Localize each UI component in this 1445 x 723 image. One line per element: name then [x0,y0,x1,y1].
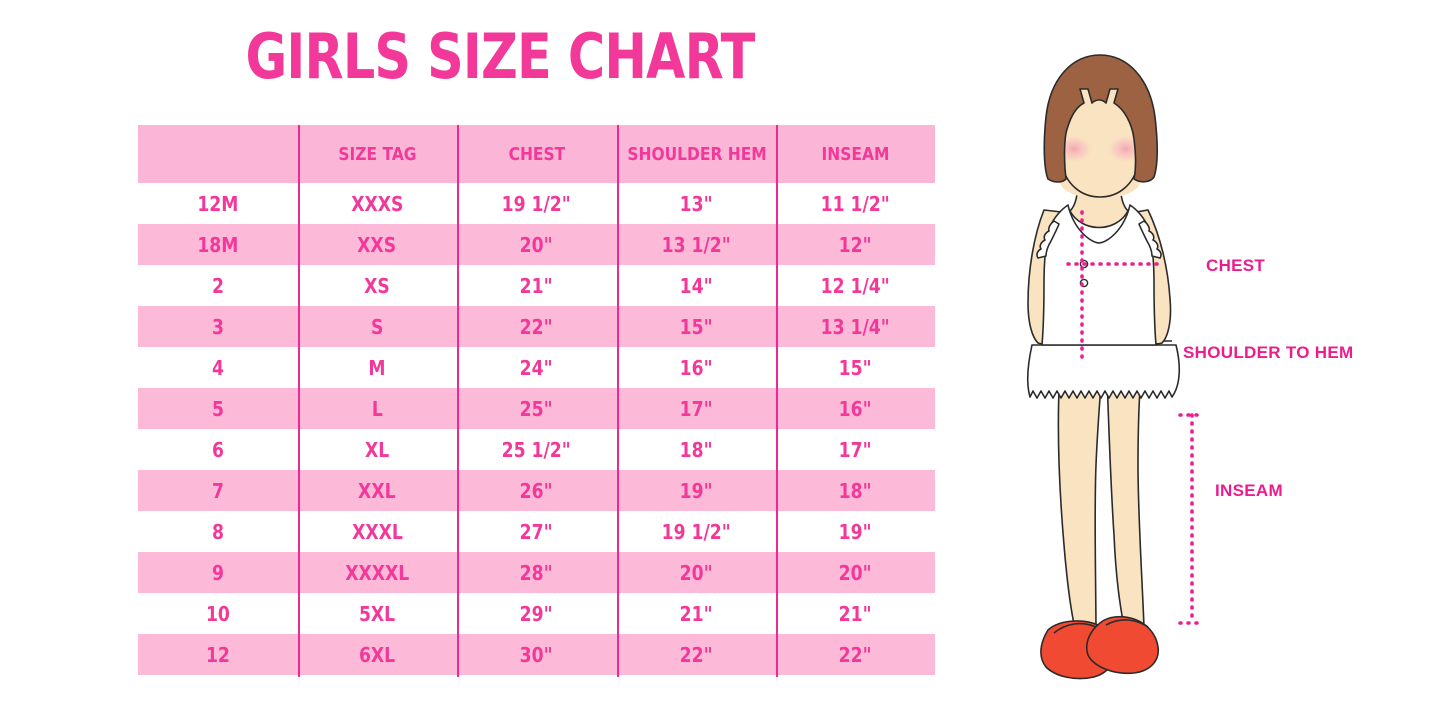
cell-size-tag: 6XL [358,642,396,667]
cell-inseam: 22" [838,642,872,667]
cell-inseam: 13 1/4" [820,314,890,339]
table-row: 7 XXL 26" 19" 18" [138,470,935,511]
cell-shoulder-hem: 21" [679,601,713,626]
table-row: 10 5XL 29" 21" 21" [138,593,935,634]
cell-inseam: 16" [838,396,872,421]
cell-shoulder-hem: 19" [679,478,713,503]
hair-group [1043,54,1158,183]
figure-body [1027,54,1181,680]
cell-inseam: 11 1/2" [820,191,890,216]
girl-figure-illustration [1010,45,1260,685]
cell-shoulder-hem: 18" [679,437,713,462]
cell-size-tag: L [371,396,383,421]
shoes-group [1040,615,1159,680]
cell-size: 12 [205,642,230,667]
column-header-inseam: INSEAM [821,143,890,165]
cell-chest: 30" [520,642,553,667]
cell-size: 7 [211,478,224,503]
cell-size-tag: XXXL [351,519,403,544]
column-divider-1 [298,125,300,677]
cell-shoulder-hem: 16" [679,355,713,380]
cell-chest: 29" [520,601,553,626]
cell-shoulder-hem: 13" [679,191,713,216]
cell-shoulder-hem: 14" [679,273,713,298]
cell-chest: 24" [520,355,553,380]
cell-shoulder-hem: 17" [679,396,713,421]
cell-chest: 25" [520,396,553,421]
table-row: 12M XXXS 19 1/2" 13" 11 1/2" [138,183,935,224]
cell-size-tag: XL [364,437,390,462]
cell-shoulder-hem: 13 1/2" [661,232,731,257]
page-title: GIRLS SIZE CHART [245,20,756,93]
skirt-group [1027,340,1181,399]
cell-size: 12M [197,191,239,216]
measurement-guides [1066,210,1206,625]
cell-shoulder-hem: 19 1/2" [661,519,731,544]
cell-size: 18M [197,232,239,257]
cell-size: 10 [205,601,230,626]
cell-inseam: 20" [838,560,872,585]
size-chart-table: SIZE TAG CHEST SHOULDER HEM INSEAM 12M XX… [138,125,935,675]
table-row: 8 XXXL 27" 19 1/2" 19" [138,511,935,552]
cell-size-tag: XXXS [350,191,404,216]
cell-chest: 26" [520,478,553,503]
measurement-label-shoulder-to-hem: SHOULDER TO HEM [1183,343,1354,362]
legs-group [1057,344,1145,639]
table-row: 12 6XL 30" 22" 22" [138,634,935,675]
column-header-size [138,125,297,183]
column-divider-4 [776,125,778,677]
cell-size-tag: XXL [358,478,396,503]
cell-size-tag: 5XL [358,601,396,626]
cell-chest: 25 1/2" [501,437,572,462]
measurement-label-chest: CHEST [1206,256,1266,275]
cell-chest: 22" [520,314,553,339]
cell-chest: 28" [520,560,553,585]
cell-size: 6 [211,437,224,462]
cell-size-tag: XXXXL [345,560,410,585]
table-row: 2 XS 21" 14" 12 1/4" [138,265,935,306]
cell-size: 5 [211,396,224,421]
cell-inseam: 17" [838,437,872,462]
table-row: 9 XXXXL 28" 20" 20" [138,552,935,593]
cell-size-tag: M [368,355,386,380]
cell-inseam: 12 1/4" [820,273,890,298]
table-row: 18M XXS 20" 13 1/2" 12" [138,224,935,265]
cell-inseam: 21" [838,601,872,626]
table-row: 3 S 22" 15" 13 1/4" [138,306,935,347]
cell-size-tag: XXS [357,232,397,257]
top-garment-group [1036,204,1162,346]
cell-chest: 21" [520,273,553,298]
cell-size: 4 [211,355,224,380]
cell-size: 8 [211,519,224,544]
cell-size-tag: S [370,314,384,339]
cell-size-tag: XS [364,273,390,298]
cell-inseam: 15" [838,355,872,380]
cell-size: 9 [211,560,224,585]
measurement-label-inseam: INSEAM [1215,481,1283,500]
cell-inseam: 12" [838,232,872,257]
cell-chest: 27" [520,519,553,544]
column-header-chest: CHEST [508,143,565,165]
table-row: 4 M 24" 16" 15" [138,347,935,388]
cell-inseam: 18" [838,478,872,503]
cell-chest: 19 1/2" [501,191,572,216]
table-header-row: SIZE TAG CHEST SHOULDER HEM INSEAM [138,125,935,183]
cell-size: 3 [211,314,224,339]
column-header-shoulder-hem: SHOULDER HEM [627,143,767,165]
cell-size: 2 [211,273,224,298]
table-row: 6 XL 25 1/2" 18" 17" [138,429,935,470]
cell-inseam: 19" [838,519,872,544]
column-divider-3 [617,125,619,677]
column-divider-2 [457,125,459,677]
column-header-size-tag: SIZE TAG [338,143,417,165]
cell-chest: 20" [520,232,553,257]
cell-shoulder-hem: 20" [679,560,713,585]
table-row: 5 L 25" 17" 16" [138,388,935,429]
cell-shoulder-hem: 15" [679,314,713,339]
cell-shoulder-hem: 22" [679,642,713,667]
